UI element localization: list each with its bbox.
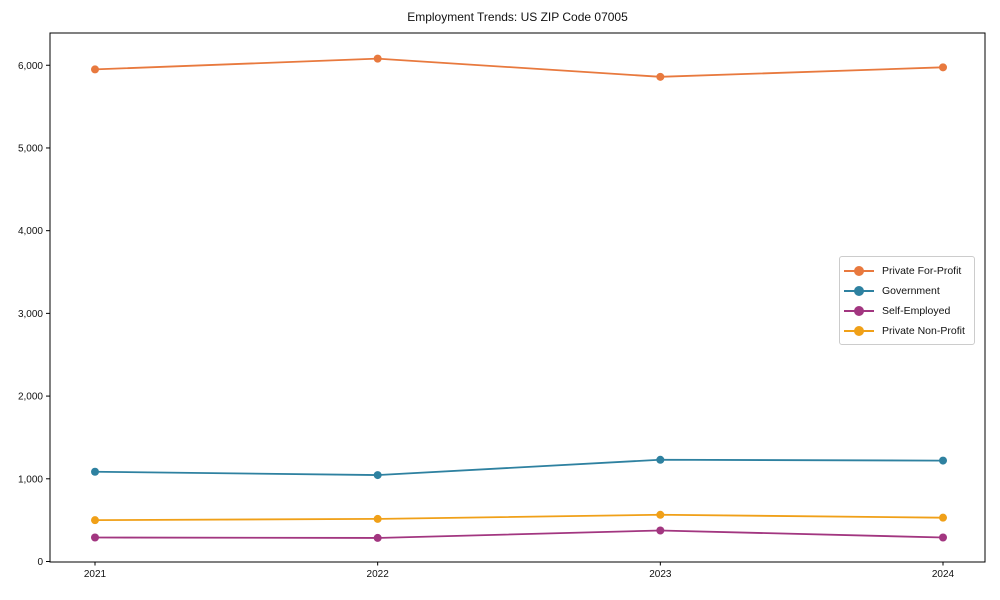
data-point-private-non-profit-2023 (656, 510, 665, 519)
legend-marker-icon (854, 286, 864, 296)
legend-item-private-for-profit: Private For-Profit (844, 261, 970, 281)
data-point-private-non-profit-2024 (939, 513, 947, 522)
legend-item-self-employed: Self-Employed (844, 301, 970, 321)
data-point-self-employed-2021 (91, 533, 99, 542)
legend-swatch-private-non-profit (844, 321, 874, 341)
data-point-self-employed-2024 (939, 533, 947, 542)
data-point-private-for-profit-2023 (656, 72, 665, 81)
legend-label-private-non-profit: Private Non-Profit (882, 325, 965, 337)
legend-label-self-employed: Self-Employed (882, 305, 951, 317)
legend-marker-icon (854, 266, 864, 276)
legend-item-private-non-profit: Private Non-Profit (844, 321, 970, 341)
data-point-self-employed-2022 (373, 533, 382, 542)
data-point-government-2023 (656, 455, 665, 464)
legend-marker-icon (854, 306, 864, 316)
data-point-government-2022 (373, 471, 382, 480)
data-point-private-non-profit-2021 (91, 516, 99, 525)
chart-title: Employment Trends: US ZIP Code 07005 (407, 10, 628, 24)
legend-swatch-private-for-profit (844, 261, 874, 281)
legend-marker-icon (854, 326, 864, 336)
y-tick-label: 3,000 (18, 309, 43, 320)
legend-item-government: Government (844, 281, 970, 301)
chart-legend: Private For-Profit Government Self-Employe… (839, 256, 975, 345)
legend-label-private-for-profit: Private For-Profit (882, 265, 962, 277)
legend-label-government: Government (882, 285, 940, 297)
series-line-self-employed (94, 529, 944, 539)
data-point-private-for-profit-2024 (939, 63, 947, 72)
y-tick-label: 5,000 (18, 143, 43, 154)
data-point-private-for-profit-2021 (91, 65, 99, 74)
data-point-government-2024 (939, 456, 947, 465)
data-point-private-non-profit-2022 (373, 514, 382, 523)
series-line-government (94, 458, 944, 476)
x-tick-label: 2023 (649, 569, 672, 580)
x-tick-label: 2021 (84, 569, 107, 580)
data-point-self-employed-2023 (656, 526, 665, 535)
y-tick-label: 0 (37, 557, 43, 568)
plot-border (49, 32, 986, 563)
legend-swatch-government (844, 281, 874, 301)
data-point-government-2021 (91, 467, 99, 476)
y-tick-label: 4,000 (18, 226, 43, 237)
y-tick-label: 1,000 (18, 474, 43, 485)
y-tick-label: 6,000 (18, 61, 43, 72)
data-point-private-for-profit-2022 (373, 54, 382, 63)
y-tick-label: 2,000 (18, 392, 43, 403)
x-tick-label: 2022 (367, 569, 390, 580)
series-line-private-non-profit (94, 513, 944, 522)
x-tick-label: 2024 (932, 569, 955, 580)
legend-swatch-self-employed (844, 301, 874, 321)
series-line-private-for-profit (94, 57, 944, 78)
